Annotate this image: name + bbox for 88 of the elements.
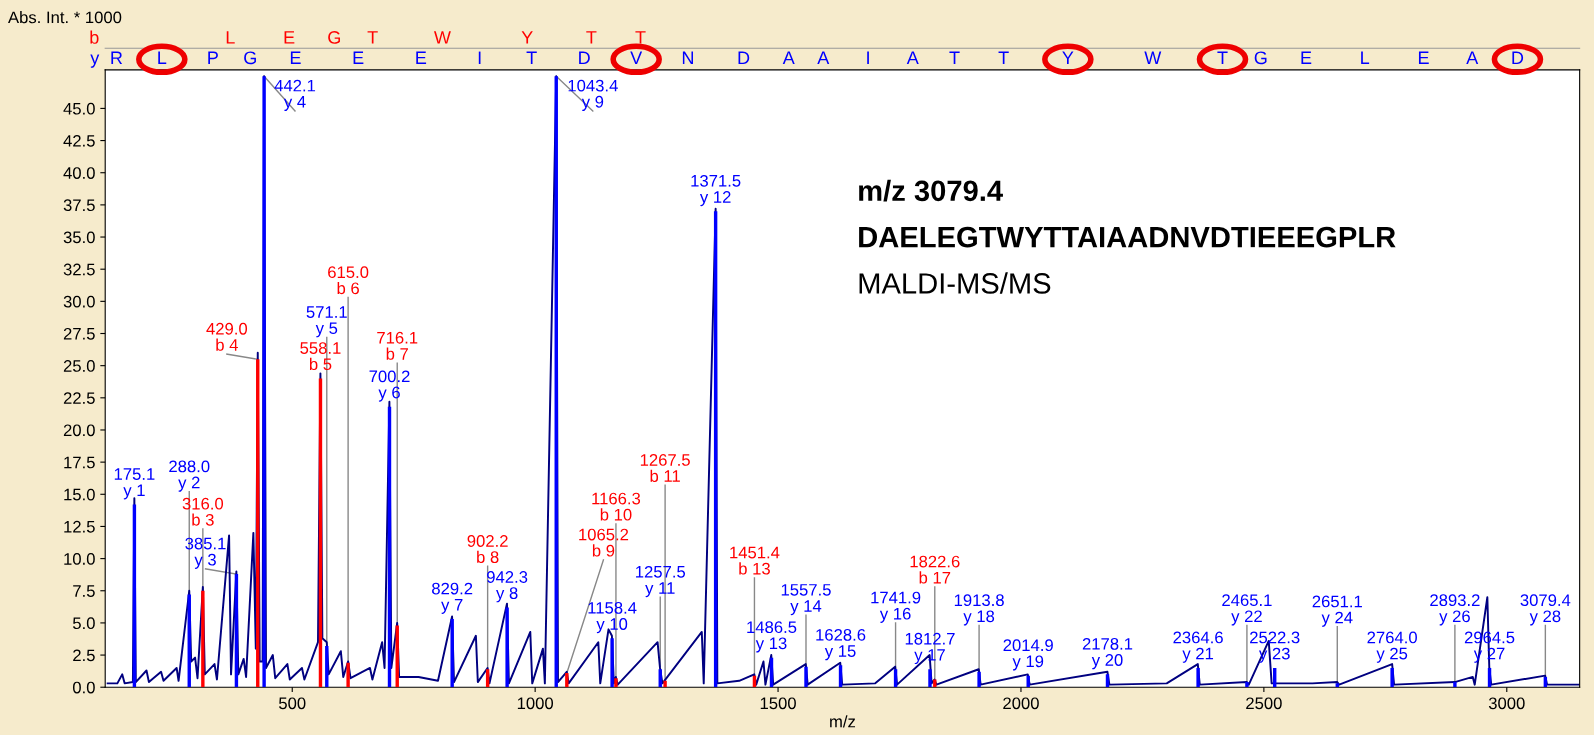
- annotation: 2764.0 y 25: [1367, 631, 1417, 663]
- x-axis-title: m/z: [830, 715, 856, 728]
- annotation: 442.1 y 4: [274, 79, 316, 111]
- annotation: 902.2 b 8: [467, 535, 508, 564]
- bar: [614, 678, 618, 688]
- text: L E G T W Y T T: [226, 31, 646, 44]
- bar: [1390, 667, 1394, 688]
- annotation: 2651.1 y 24: [1312, 595, 1362, 627]
- annotation: 1257.5 y 11: [636, 565, 686, 598]
- x-tick-label: 2000: [1003, 697, 1039, 710]
- annotation: 700.2 y 6: [369, 370, 410, 402]
- annotation: 2465.1 y 22: [1222, 594, 1272, 626]
- y-tick-label: 2.5: [73, 649, 95, 662]
- annotation: 1166.3 b 10: [592, 492, 641, 521]
- y-tick-label: 10.0: [64, 553, 95, 565]
- annotation: 1913.8 y 18: [954, 594, 1004, 626]
- annotation: 1486.5 y 13: [747, 621, 797, 653]
- annotation: 1065.2 b 9: [579, 528, 629, 557]
- y-tick-label: 22.5: [63, 392, 95, 405]
- y-tick-label: 40.0: [63, 167, 95, 179]
- bar: [1453, 682, 1457, 688]
- y-tick-label: 32.5: [63, 263, 95, 276]
- annotation: 316.0 b 3: [182, 497, 224, 526]
- annotation: 2893.2 y 26: [1430, 594, 1480, 626]
- annotation: 829.2 y 7: [432, 582, 473, 614]
- x-tick-label: 1500: [760, 697, 796, 710]
- annotation: 2014.9 y 19: [1003, 639, 1053, 671]
- bar: [346, 662, 350, 688]
- text: R L P G E E E I T D V N D A A I A T T Y W T G E L E A D: [111, 51, 1524, 65]
- y-tick-label: 0.0: [72, 681, 95, 694]
- bar: [610, 638, 614, 688]
- annotation: 1267.5 b 11: [640, 454, 690, 482]
- bar: [804, 666, 808, 688]
- bar: [663, 680, 667, 688]
- annotation: 3079.4 y 28: [1520, 594, 1571, 626]
- text: b: [90, 30, 99, 44]
- x-tick-label: 500: [279, 697, 306, 710]
- y-tick-label: 42.5: [63, 134, 95, 147]
- bar: [262, 76, 266, 688]
- y-tick-label: 27.5: [63, 327, 95, 340]
- y-tick-label: 15.0: [64, 488, 95, 501]
- annotation: 1741.9 y 16: [871, 591, 921, 623]
- bar: [928, 669, 932, 688]
- y-tick-label: 37.5: [63, 199, 95, 212]
- annotation: 571.1 y 5: [306, 306, 347, 338]
- bar: [977, 671, 981, 688]
- y-tick-label: 45.0: [63, 102, 95, 115]
- y-tick-label: 30.0: [63, 295, 95, 308]
- y-tick-label: 20.0: [63, 424, 95, 437]
- y-axis-title: Abs. Int. * 1000: [8, 11, 122, 24]
- annotation: m/z 3079.4: [859, 179, 1003, 202]
- annotation: 385.1 y 3: [185, 537, 226, 569]
- y-tick-label: 12.5: [64, 520, 95, 533]
- x-tick-label: 2500: [1246, 697, 1282, 710]
- annotation: MALDI-MS/MS: [859, 272, 1051, 294]
- annotation: 716.1 b 7: [377, 331, 418, 360]
- annotation: 558.1 b 5: [300, 342, 341, 371]
- annotation: 2364.6 y 21: [1173, 631, 1223, 663]
- annotation: 429.0 b 4: [206, 322, 248, 351]
- y-tick-label: 25.0: [63, 360, 95, 372]
- annotation: 942.3 y 8: [487, 571, 528, 603]
- annotation: DAELEGTWYTTAIAADNVDTIEEEGPLR: [859, 226, 1396, 248]
- annotation: 175.1 y 1: [114, 468, 155, 500]
- annotation: 1158.4 y 10: [588, 601, 637, 634]
- annotation: 1451.4 b 13: [730, 546, 780, 575]
- annotation: 1628.6 y 15: [816, 628, 866, 661]
- x-tick-label: 3000: [1488, 697, 1525, 710]
- bar: [565, 673, 569, 688]
- bar: [505, 607, 509, 688]
- annotation: 1043.4 y 9: [568, 79, 618, 111]
- annotation: 615.0 b 6: [328, 266, 369, 295]
- y-tick-label: 7.5: [73, 585, 95, 597]
- bar: [1245, 682, 1249, 688]
- bar: [1335, 683, 1339, 688]
- annotation: 2178.1 y 20: [1082, 637, 1133, 670]
- bar: [201, 590, 205, 688]
- text: y: [90, 54, 100, 68]
- annotation: 1822.6 b 17: [910, 555, 960, 584]
- y-tick-label: 35.0: [63, 231, 95, 244]
- annotation: 1557.5 y 14: [781, 584, 831, 616]
- annotation: 1812.7 y 17: [905, 632, 955, 665]
- y-tick-label: 5.0: [72, 617, 95, 630]
- annotation: 1371.5 y 12: [691, 174, 741, 207]
- annotation: 288.0 y 2: [169, 460, 210, 492]
- x-tick-label: 1000: [517, 697, 554, 710]
- bar: [450, 619, 454, 688]
- bar: [1196, 667, 1200, 688]
- y-tick-label: 17.5: [64, 456, 95, 469]
